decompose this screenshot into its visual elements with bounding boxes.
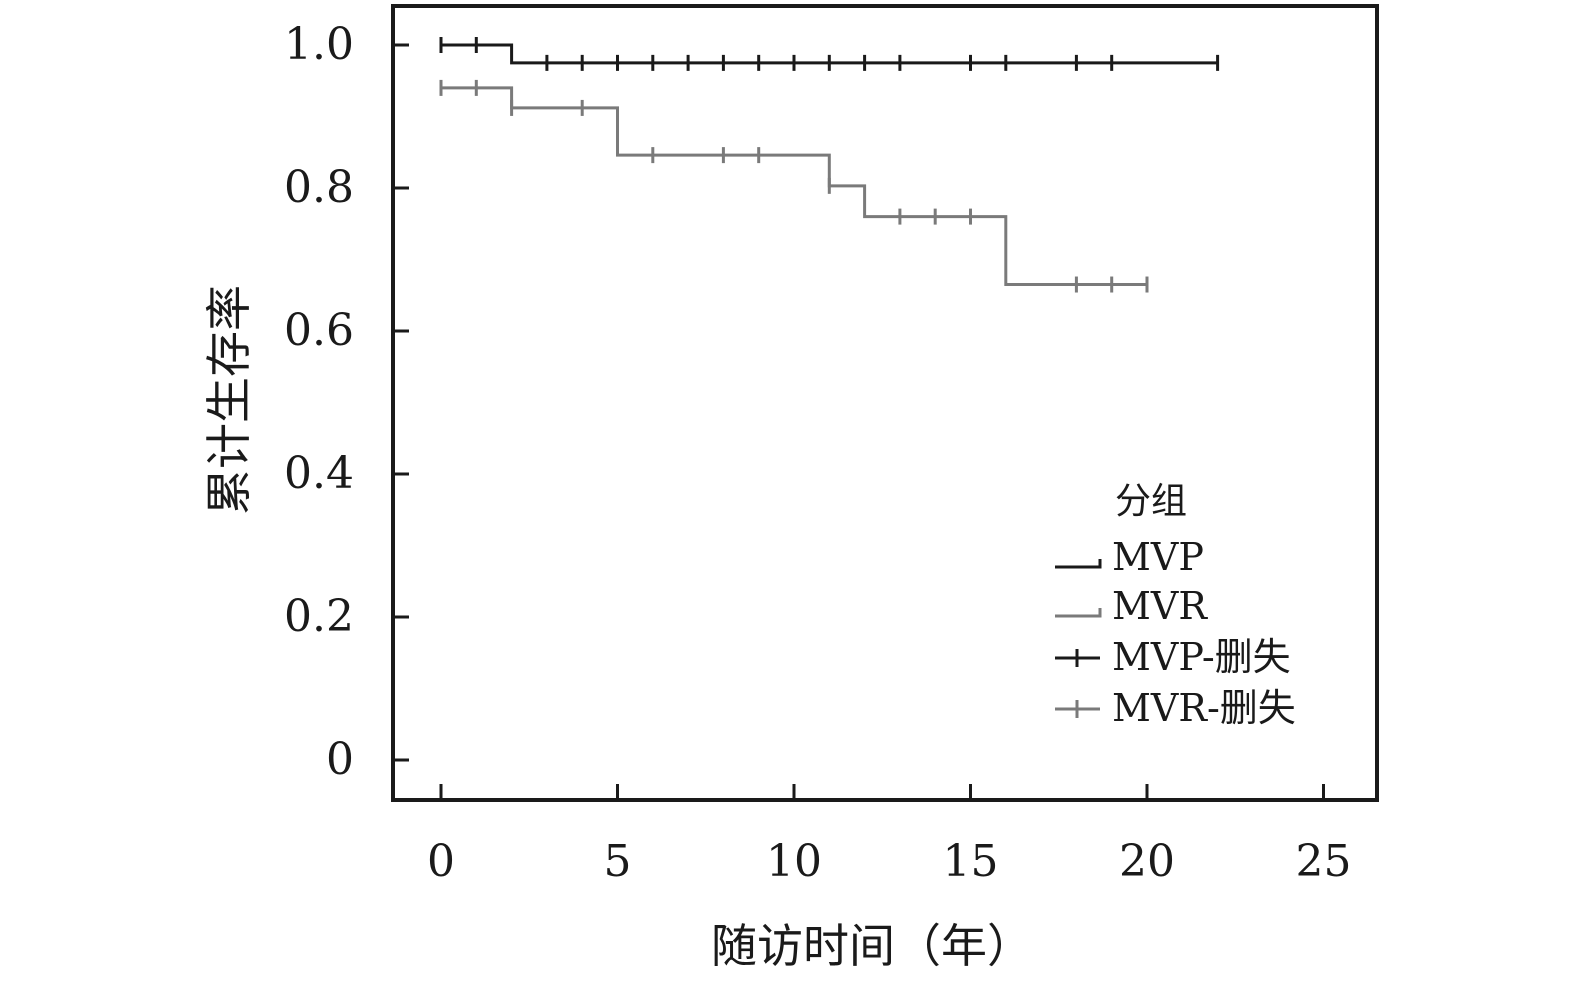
legend-label-mvr-censored: MVR-删失 — [1112, 686, 1296, 730]
x-tick-label: 5 — [604, 836, 632, 887]
x-tick-label: 15 — [943, 836, 999, 887]
legend-title: 分组 — [1115, 481, 1187, 522]
legend-label-mvp-censored: MVP-删失 — [1112, 635, 1291, 679]
y-axis-title: 累计生存率 — [202, 285, 256, 515]
legend-item-mvp: MVP — [1055, 535, 1204, 579]
x-tick-label: 0 — [427, 836, 455, 887]
y-tick-label: 1.0 — [284, 19, 354, 70]
legend-swatch-step-dark — [1055, 559, 1102, 569]
legend-item-mvr-censored: MVR-删失 — [1055, 686, 1296, 730]
y-tick-label: 0.4 — [284, 448, 354, 499]
y-tick-label: 0 — [326, 734, 354, 785]
series-line-mvr — [441, 86, 1147, 287]
x-tick-label: 25 — [1296, 836, 1352, 887]
y-tick-label: 0.6 — [284, 305, 354, 356]
series-layer — [439, 37, 1220, 293]
legend-label-mvp: MVP — [1112, 535, 1204, 579]
x-tick-label: 10 — [766, 836, 822, 887]
plot-frame — [391, 4, 1379, 802]
x-tick-label: 20 — [1119, 836, 1175, 887]
legend-item-mvr: MVR — [1055, 584, 1208, 628]
legend: 分组 MVP MVR MVP-删失 MVR-删失 — [1055, 481, 1296, 730]
legend-label-mvr: MVR — [1112, 584, 1208, 628]
y-tick-label: 0.8 — [284, 162, 354, 213]
legend-swatch-step-gray — [1055, 608, 1102, 618]
y-tick-label: 0.2 — [284, 591, 354, 642]
legend-item-mvp-censored: MVP-删失 — [1055, 635, 1291, 679]
axes: 0 0.2 0.4 0.6 0.8 1.0 0 5 10 15 20 25 — [284, 19, 1351, 887]
x-axis-title: 随访时间（年） — [711, 919, 1033, 973]
